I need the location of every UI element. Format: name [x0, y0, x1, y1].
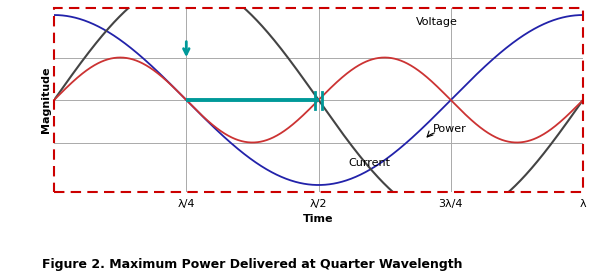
Text: Current: Current	[349, 158, 391, 168]
X-axis label: Time: Time	[304, 214, 334, 224]
Text: Power: Power	[433, 124, 466, 134]
Text: Voltage: Voltage	[416, 17, 458, 27]
Y-axis label: Magnitude: Magnitude	[41, 67, 51, 133]
Text: Figure 2. Maximum Power Delivered at Quarter Wavelength: Figure 2. Maximum Power Delivered at Qua…	[42, 258, 463, 271]
